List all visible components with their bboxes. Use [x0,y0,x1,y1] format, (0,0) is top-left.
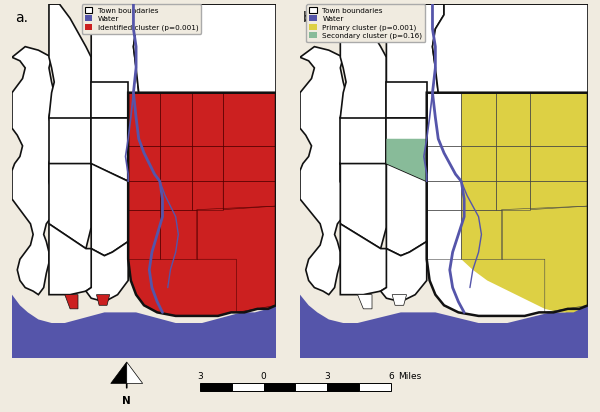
Bar [359,383,391,391]
Polygon shape [386,164,427,256]
Text: 3: 3 [325,372,330,381]
Polygon shape [386,82,427,117]
Polygon shape [128,93,276,316]
Polygon shape [86,241,128,302]
Polygon shape [49,4,91,227]
Polygon shape [49,117,91,164]
Legend: Town boundaries, Water, Identified cluster (p=0.001): Town boundaries, Water, Identified clust… [82,4,201,33]
Polygon shape [12,47,54,295]
Polygon shape [340,164,386,248]
Bar [263,383,295,391]
Polygon shape [127,362,143,384]
Polygon shape [300,295,588,358]
Polygon shape [91,82,128,117]
Polygon shape [91,4,144,227]
Polygon shape [340,224,395,295]
Polygon shape [49,224,99,295]
Polygon shape [49,164,91,248]
Bar [295,383,328,391]
Polygon shape [386,139,427,181]
Polygon shape [340,117,386,164]
Text: 6: 6 [388,372,394,381]
Polygon shape [128,4,276,210]
Bar [328,383,359,391]
Polygon shape [65,295,78,309]
Polygon shape [427,4,588,210]
Text: a.: a. [14,11,28,25]
Polygon shape [12,295,276,358]
Polygon shape [380,241,427,302]
Polygon shape [123,0,139,4]
Bar [232,383,263,391]
Polygon shape [386,4,444,227]
Text: Miles: Miles [398,372,421,381]
Polygon shape [340,4,386,227]
Text: 0: 0 [260,372,266,381]
Polygon shape [358,295,372,309]
Text: N: N [122,396,131,406]
Text: b.: b. [303,11,316,25]
Polygon shape [386,117,427,181]
Polygon shape [91,164,128,256]
Polygon shape [91,117,128,181]
Polygon shape [392,295,407,305]
Polygon shape [300,47,346,295]
Polygon shape [461,93,588,312]
Polygon shape [97,295,110,305]
Polygon shape [111,362,127,384]
Polygon shape [427,93,588,316]
Polygon shape [421,0,438,4]
Text: 3: 3 [197,372,203,381]
Legend: Town boundaries, Water, Primary cluster (p=0.001), Secondary cluster (p=0.16): Town boundaries, Water, Primary cluster … [307,4,425,42]
Bar [200,383,232,391]
